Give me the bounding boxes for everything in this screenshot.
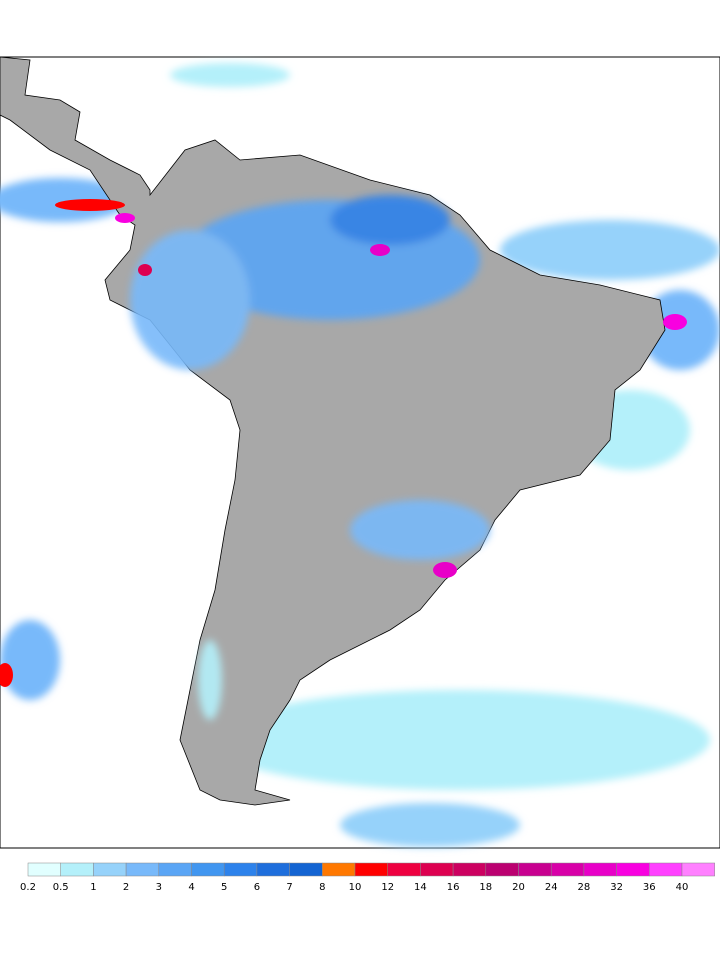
ocean-precipitation — [0, 63, 720, 847]
colorbar-swatch — [649, 862, 683, 877]
colorbar-swatch — [191, 862, 225, 877]
colorbar-swatch — [27, 862, 61, 877]
colorbar: 0.2 0.5 1 2 3 4 5 6 7 8 10 12 14 16 18 20 24 28 32 36 40 — [20, 862, 715, 893]
colorbar-swatch — [485, 862, 519, 877]
colorbar-label: 24 — [545, 882, 558, 893]
colorbar-swatch — [322, 862, 356, 877]
colorbar-label: 12 — [381, 882, 394, 893]
colorbar-swatch — [420, 862, 454, 877]
colorbar-swatch — [125, 862, 160, 877]
colorbar-swatch — [387, 862, 421, 877]
colorbar-label: 28 — [578, 882, 591, 893]
land-precipitation — [130, 195, 490, 720]
colorbar-swatch — [289, 862, 323, 877]
colorbar-swatch — [158, 862, 192, 877]
colorbar-label: 7 — [286, 882, 292, 893]
colorbar-label: 18 — [479, 882, 492, 893]
colorbar-label: 16 — [447, 882, 460, 893]
map — [0, 56, 720, 849]
colorbar-label: 36 — [643, 882, 656, 893]
colorbar-swatch — [452, 862, 487, 877]
colorbar-label: 10 — [349, 882, 362, 893]
colorbar-label: 4 — [188, 882, 194, 893]
colorbar-label: 0.2 — [20, 882, 36, 893]
colorbar-swatch — [518, 862, 552, 877]
colorbar-swatch — [93, 862, 127, 877]
colorbar-swatch — [681, 862, 715, 877]
colorbar-label: 6 — [254, 882, 260, 893]
colorbar-swatch — [354, 862, 388, 877]
colorbar-label: 1 — [90, 882, 96, 893]
colorbar-label: 20 — [512, 882, 525, 893]
colorbar-label: 8 — [319, 882, 325, 893]
colorbar-label: 5 — [221, 882, 227, 893]
colorbar-label: 14 — [414, 882, 427, 893]
colorbar-swatch — [223, 862, 258, 877]
heavy-precipitation — [0, 199, 687, 687]
colorbar-label: 32 — [610, 882, 623, 893]
colorbar-swatch — [256, 862, 290, 877]
colorbar-label: 3 — [156, 882, 162, 893]
colorbar-swatch — [60, 862, 94, 877]
colorbar-swatch — [583, 862, 617, 877]
colorbar-swatch — [616, 862, 650, 877]
colorbar-label: 40 — [676, 882, 689, 893]
colorbar-swatch — [550, 862, 585, 877]
colorbar-label: 2 — [123, 882, 129, 893]
colorbar-label: 0.5 — [53, 882, 69, 893]
